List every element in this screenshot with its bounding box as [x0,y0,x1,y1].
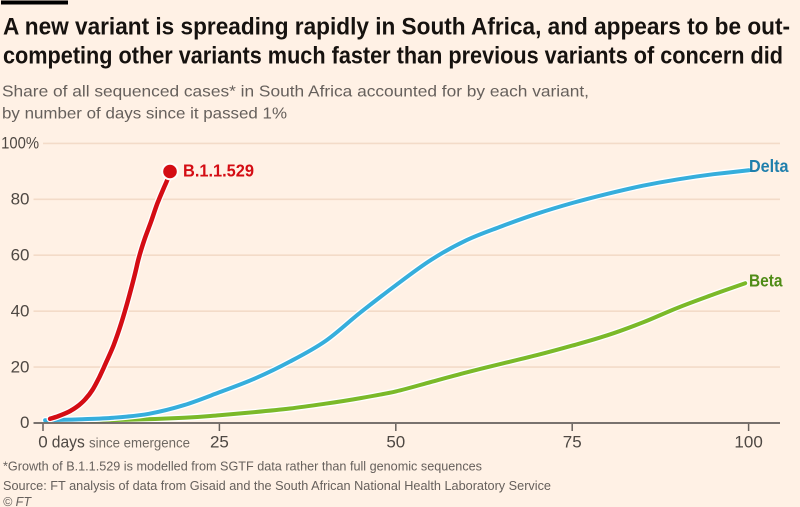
svg-text:80: 80 [11,190,30,209]
svg-text:days: days [52,433,85,452]
svg-text:A new variant is spreading rap: A new variant is spreading rapidly in So… [3,14,790,41]
svg-text:0: 0 [20,413,29,432]
svg-text:Share of all sequenced cases*: Share of all sequenced cases* in South A… [2,84,589,101]
svg-text:0: 0 [38,433,47,452]
svg-text:*Growth of B.1.1.529 is modell: *Growth of B.1.1.529 is modelled from SG… [3,459,482,473]
svg-text:since emergence: since emergence [89,435,190,451]
svg-text:B.1.1.529: B.1.1.529 [183,161,254,181]
svg-text:Delta: Delta [749,156,789,176]
svg-text:Source: FT analysis of data fr: Source: FT analysis of data from Gisaid … [3,479,551,493]
svg-text:75: 75 [563,433,582,452]
svg-text:60: 60 [11,245,30,264]
svg-text:competing other variants much: competing other variants much faster tha… [3,43,783,70]
svg-text:40: 40 [11,301,30,320]
svg-text:25: 25 [210,433,229,452]
svg-text:100%: 100% [1,134,39,153]
svg-text:Beta: Beta [749,270,783,290]
svg-text:by number of days since it pas: by number of days since it passed 1% [2,105,287,122]
svg-text:50: 50 [386,433,405,452]
svg-text:20: 20 [11,357,30,376]
svg-text:100: 100 [734,433,762,452]
svg-text:© FT: © FT [3,495,32,507]
